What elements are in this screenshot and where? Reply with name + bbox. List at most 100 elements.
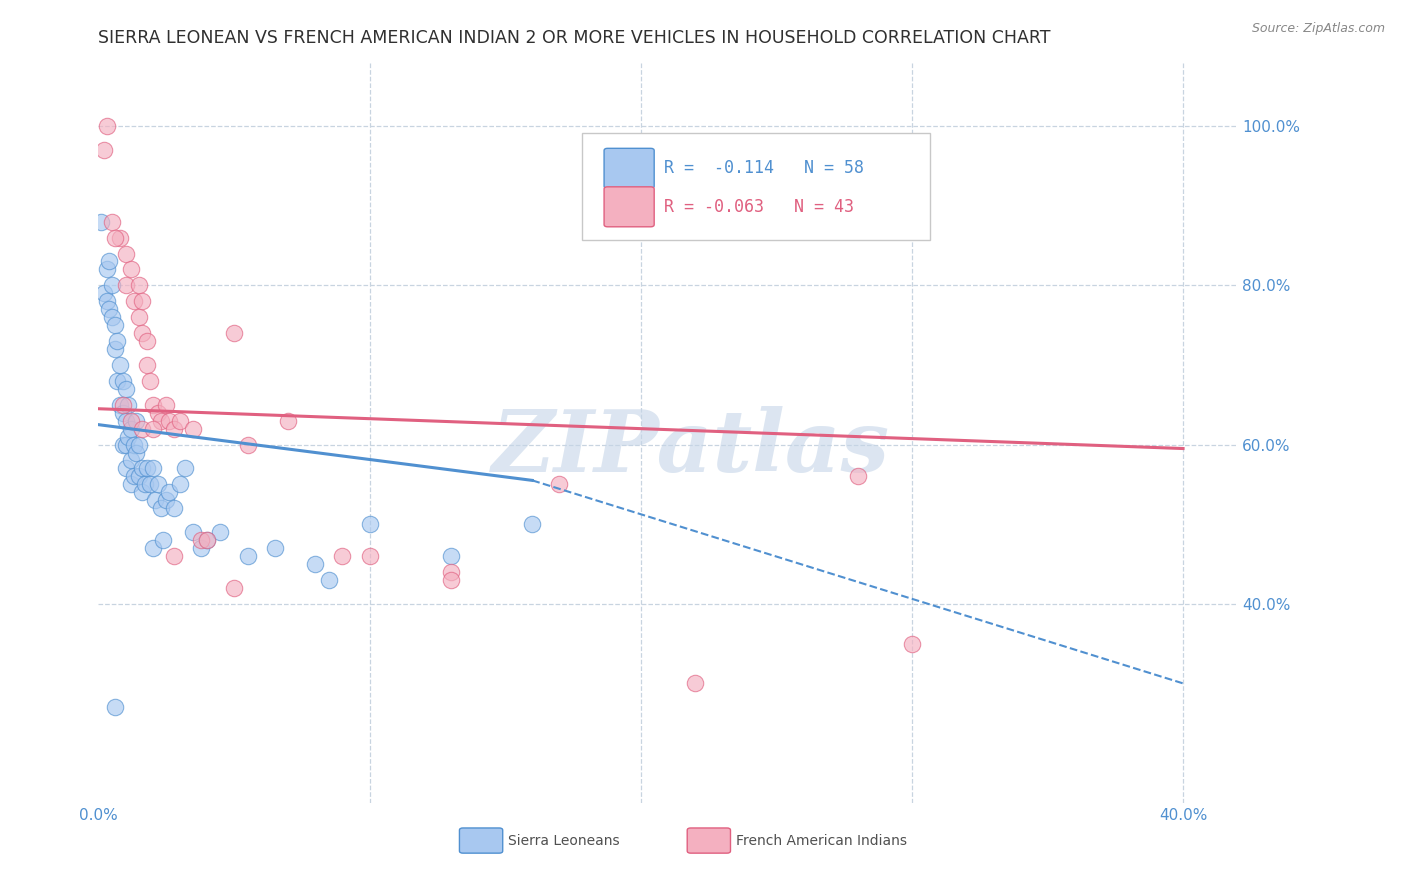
Point [359,517,381,532]
Point [93,286,115,301]
Point [139,477,162,491]
Point [846,469,869,483]
Point [122,437,145,451]
Text: R =  -0.114   N = 58: R = -0.114 N = 58 [665,160,865,178]
Point [683,676,706,690]
Point [122,294,145,309]
Point [142,461,165,475]
Point [114,461,136,475]
Point [263,541,285,555]
Point [108,230,131,244]
Point [108,398,131,412]
Point [120,422,142,436]
Point [359,549,381,563]
Point [131,294,153,309]
Point [149,414,172,428]
Point [236,549,259,563]
Point [98,302,121,317]
Text: R = -0.063   N = 43: R = -0.063 N = 43 [665,198,855,216]
Point [101,214,124,228]
Point [190,533,212,547]
Point [114,437,136,451]
Point [332,549,354,563]
Point [222,581,245,595]
Point [146,406,169,420]
Point [128,310,150,325]
Text: ZIPatlas: ZIPatlas [492,406,890,489]
FancyBboxPatch shape [582,133,929,240]
Point [131,422,153,436]
FancyBboxPatch shape [605,148,654,188]
Point [155,493,177,508]
Point [128,437,150,451]
Point [157,485,180,500]
Point [146,477,169,491]
Point [548,477,571,491]
Point [101,310,124,325]
FancyBboxPatch shape [460,828,503,853]
Point [901,637,924,651]
Point [98,254,121,268]
FancyBboxPatch shape [688,828,731,853]
FancyBboxPatch shape [605,186,654,227]
Point [440,565,463,579]
Point [169,414,191,428]
Point [236,437,259,451]
Point [190,541,212,555]
Point [139,374,162,388]
Point [125,445,148,459]
Point [209,525,232,540]
Point [114,382,136,396]
Point [120,262,142,277]
Point [114,246,136,260]
Point [104,342,127,356]
Point [195,533,218,547]
Point [183,525,205,540]
Point [318,573,340,587]
Point [136,358,159,372]
Point [131,485,153,500]
Point [136,334,159,348]
Point [155,398,177,412]
Point [101,278,124,293]
Point [222,326,245,340]
Point [104,700,127,714]
Point [277,414,299,428]
Point [440,549,463,563]
Text: Source: ZipAtlas.com: Source: ZipAtlas.com [1251,22,1385,36]
Point [142,422,165,436]
Point [522,517,544,532]
Point [157,414,180,428]
Point [117,398,139,412]
Point [142,398,165,412]
Text: Sierra Leoneans: Sierra Leoneans [509,833,620,847]
Point [111,374,134,388]
Point [136,461,159,475]
Point [152,533,174,547]
Point [163,501,186,516]
Point [304,557,326,571]
Point [111,406,134,420]
Point [440,573,463,587]
Point [134,477,156,491]
Point [96,119,118,133]
Point [114,414,136,428]
Point [122,469,145,483]
Point [145,493,167,508]
Point [120,477,142,491]
Point [120,453,142,467]
Point [104,318,127,333]
Point [111,437,134,451]
Point [117,429,139,443]
Point [108,358,131,372]
Point [149,501,172,516]
Point [120,414,142,428]
Point [96,262,118,277]
Point [107,334,129,348]
Point [125,414,148,428]
Point [128,278,150,293]
Point [195,533,218,547]
Point [131,461,153,475]
Point [90,214,112,228]
Point [183,422,205,436]
